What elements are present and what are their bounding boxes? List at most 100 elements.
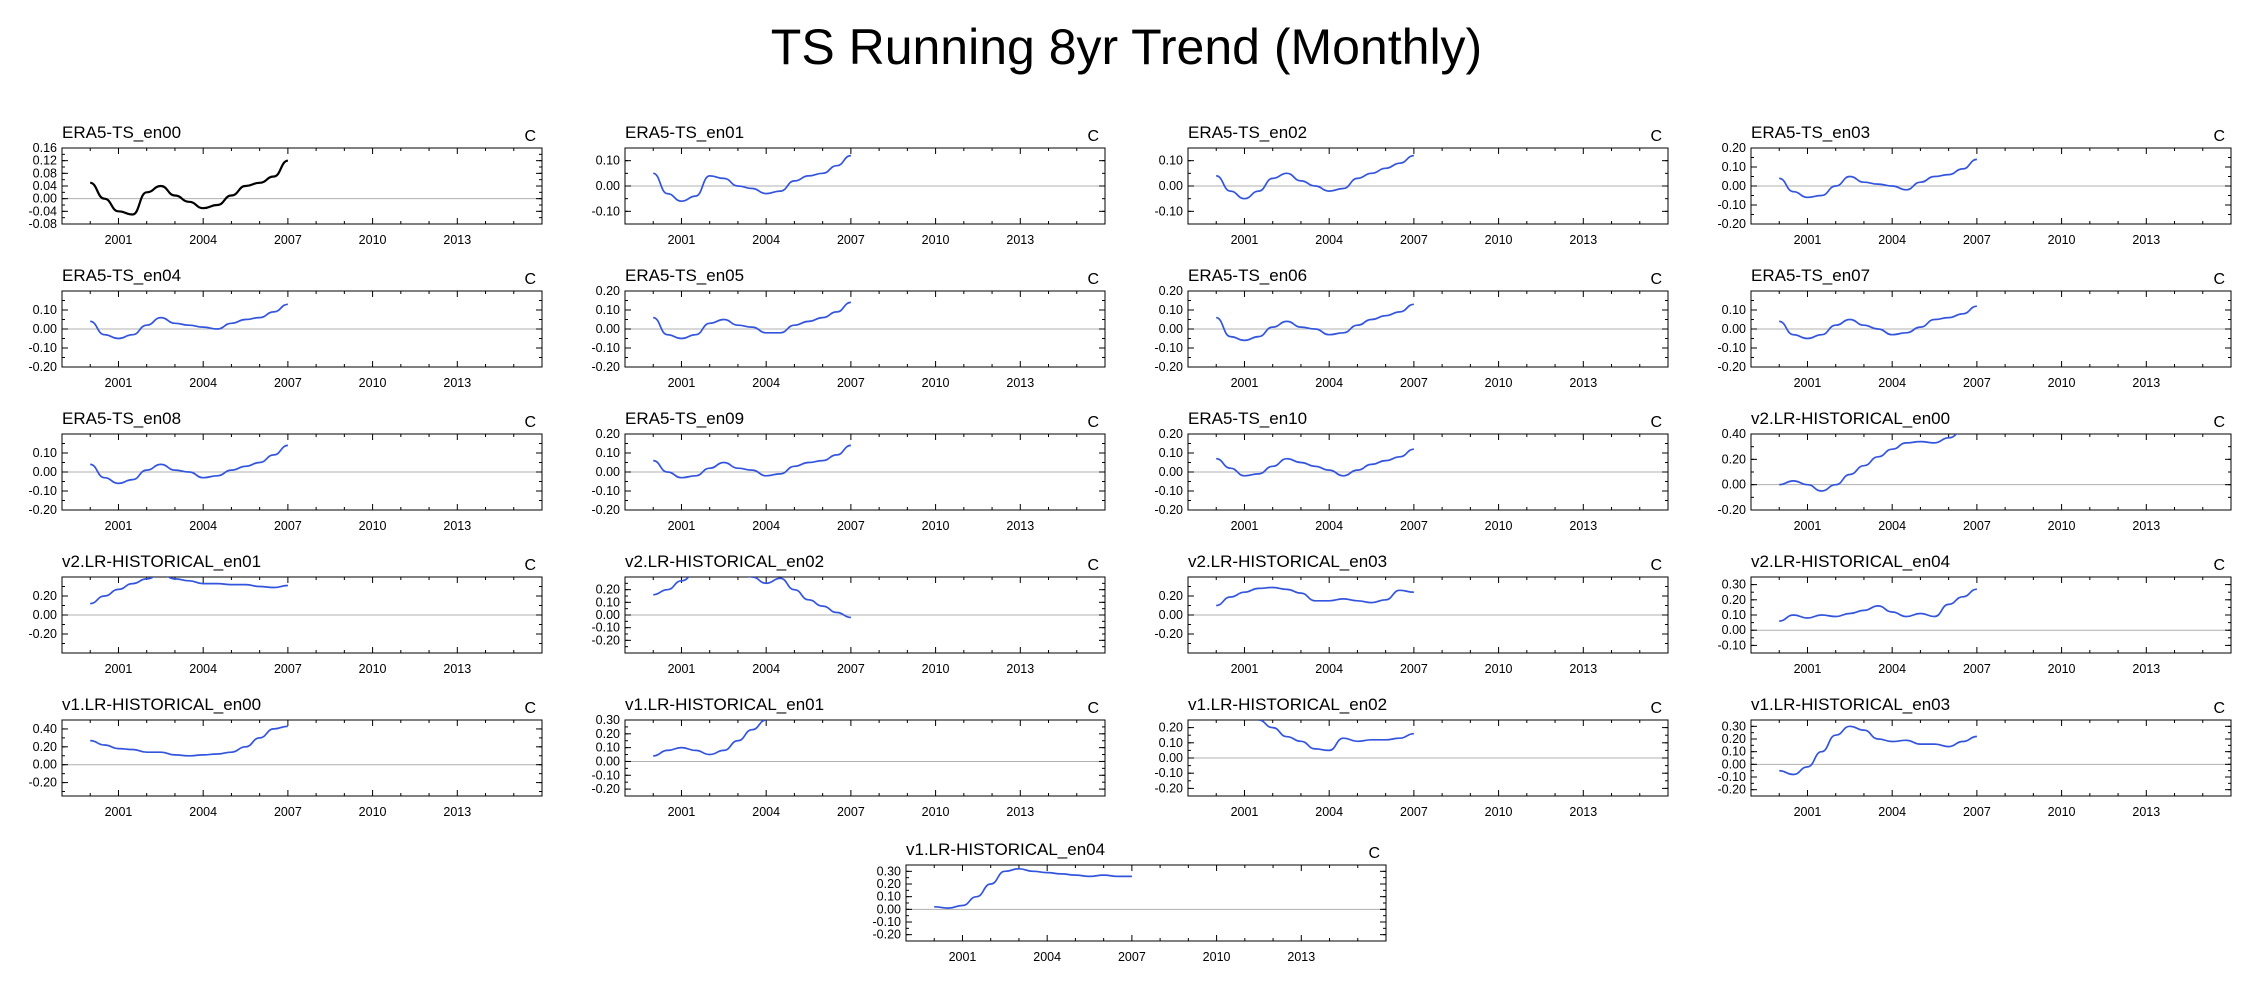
y-tick-label: -0.20	[29, 776, 58, 790]
panel-title: ERA5-TS_en07	[1751, 266, 1870, 285]
x-tick-label: 2010	[2048, 662, 2076, 676]
x-tick-label: 2010	[359, 519, 387, 533]
series-line	[653, 444, 852, 479]
panel-14: v2.LR-HISTORICAL_en03 C 2001 2004 2007 2010 20…	[1155, 552, 1669, 676]
y-tick-label: 0.00	[1159, 608, 1183, 622]
series-line	[1779, 158, 1978, 199]
x-tick-label: 2004	[752, 805, 780, 819]
x-tick-label: 2013	[2132, 519, 2160, 533]
y-tick-label: -0.10	[1155, 766, 1184, 780]
x-tick-label: 2001	[105, 805, 133, 819]
x-tick-label: 2007	[837, 519, 865, 533]
x-tick-label: 2001	[1794, 376, 1822, 390]
y-tick-label: -0.20	[873, 928, 902, 942]
x-tick-label: 2001	[1794, 233, 1822, 247]
y-tick-label: -0.10	[1718, 770, 1747, 784]
y-tick-label: 0.00	[1159, 179, 1183, 193]
y-tick-label: -0.20	[592, 782, 621, 796]
y-tick-label: 0.10	[596, 303, 620, 317]
y-tick-label: 0.00	[596, 322, 620, 336]
series-line	[1779, 434, 1958, 492]
y-tick-label: 0.00	[596, 608, 620, 622]
y-tick-label: -0.20	[1718, 217, 1747, 231]
x-tick-label: 2007	[1963, 376, 1991, 390]
y-tick-label: 0.40	[33, 722, 57, 736]
panel-unit: C	[2213, 128, 2225, 145]
x-tick-label: 2007	[837, 233, 865, 247]
y-tick-label: -0.20	[1718, 360, 1747, 374]
y-tick-label: -0.20	[592, 503, 621, 517]
panel-11: v2.LR-HISTORICAL_en00 C 2001 2004 2007 2010 20…	[1718, 409, 2232, 533]
series-line	[90, 444, 289, 485]
series-line	[90, 303, 288, 340]
x-tick-label: 2010	[922, 662, 950, 676]
x-tick-label: 2001	[1794, 805, 1822, 819]
x-tick-label: 2010	[2048, 805, 2076, 819]
plot-frame	[624, 719, 1106, 797]
y-tick-label: 0.10	[1722, 745, 1746, 759]
x-tick-label: 2004	[752, 519, 780, 533]
x-tick-label: 2010	[1485, 805, 1513, 819]
x-tick-label: 2013	[1569, 805, 1597, 819]
panel-title: v2.LR-HISTORICAL_en01	[62, 552, 261, 571]
panel-unit: C	[1650, 271, 1662, 288]
x-tick-label: 2010	[2048, 376, 2076, 390]
y-tick-label: -0.20	[1155, 781, 1184, 795]
x-tick-label: 2001	[1231, 662, 1259, 676]
y-tick-label: -0.20	[1155, 360, 1184, 374]
x-tick-label: 2004	[1033, 950, 1061, 964]
y-tick-label: -0.10	[1155, 484, 1184, 498]
y-tick-label: 0.00	[1722, 322, 1746, 336]
series-line	[1779, 588, 1977, 622]
x-tick-label: 2010	[2048, 519, 2076, 533]
y-tick-label: 0.10	[1159, 736, 1183, 750]
y-tick-label: 0.20	[1159, 284, 1183, 298]
y-tick-label: -0.20	[592, 633, 621, 647]
x-tick-label: 2010	[359, 376, 387, 390]
y-tick-label: 0.12	[33, 154, 57, 168]
x-tick-label: 2010	[922, 805, 950, 819]
x-tick-label: 2001	[1794, 519, 1822, 533]
x-tick-label: 2013	[1006, 376, 1034, 390]
panel-10: ERA5-TS_en10 C 2001 2004 2007 2010 2013 -0.20 -0…	[1155, 409, 1669, 533]
plot-frame	[905, 864, 1387, 942]
series-line	[1779, 305, 1977, 340]
panel-title: ERA5-TS_en08	[62, 409, 181, 428]
y-tick-label: -0.10	[1155, 341, 1184, 355]
y-tick-label: 0.20	[33, 589, 57, 603]
y-tick-label: -0.20	[29, 627, 58, 641]
panel-17: v1.LR-HISTORICAL_en01 C 2001 2004 2007 2010 20…	[592, 695, 1106, 819]
x-tick-label: 2004	[1878, 519, 1906, 533]
series-line	[1216, 448, 1414, 477]
panel-12: v2.LR-HISTORICAL_en01 C 2001 2004 2007 2010 20…	[29, 552, 543, 676]
y-tick-label: 0.10	[1159, 446, 1183, 460]
y-tick-label: 0.00	[1722, 623, 1746, 637]
y-tick-label: 0.20	[1722, 593, 1746, 607]
x-tick-label: 2007	[1400, 233, 1428, 247]
panel-title: v1.LR-HISTORICAL_en01	[625, 695, 824, 714]
y-tick-label: 0.10	[596, 741, 620, 755]
x-tick-label: 2010	[359, 662, 387, 676]
x-tick-label: 2007	[1400, 662, 1428, 676]
y-tick-label: -0.10	[29, 341, 58, 355]
y-tick-label: -0.10	[873, 915, 902, 929]
x-tick-label: 2007	[1963, 805, 1991, 819]
panel-title: v2.LR-HISTORICAL_en03	[1188, 552, 1387, 571]
x-tick-label: 2013	[2132, 376, 2160, 390]
y-tick-label: 0.20	[596, 427, 620, 441]
series-line	[1258, 720, 1414, 752]
panel-unit: C	[1087, 271, 1099, 288]
panel-title: ERA5-TS_en06	[1188, 266, 1307, 285]
x-tick-label: 2010	[922, 519, 950, 533]
y-tick-label: 0.20	[877, 877, 901, 891]
series-line	[1779, 725, 1977, 776]
panel-unit: C	[524, 128, 536, 145]
x-tick-label: 2004	[189, 233, 217, 247]
y-tick-label: -0.20	[1718, 783, 1747, 797]
x-tick-label: 2001	[1231, 519, 1259, 533]
x-tick-label: 2004	[1315, 519, 1343, 533]
y-tick-label: 0.04	[33, 179, 57, 193]
series-line	[1216, 586, 1414, 607]
panel-unit: C	[1087, 700, 1099, 717]
series-line	[90, 725, 288, 757]
